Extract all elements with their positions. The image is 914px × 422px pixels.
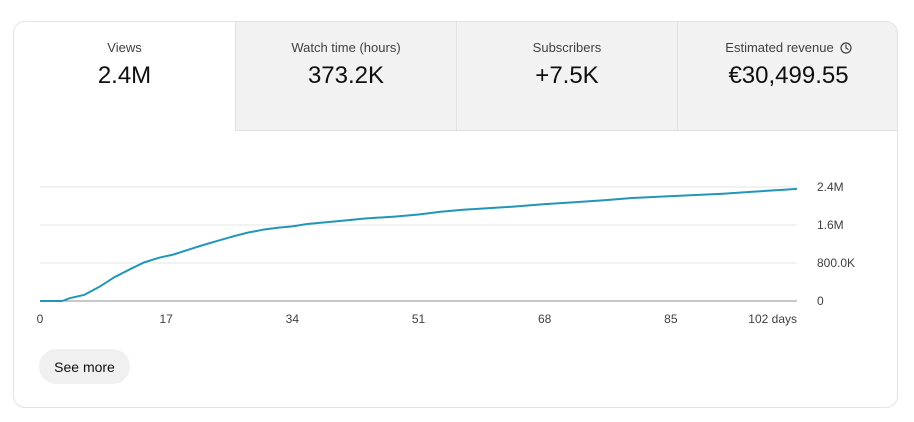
x-tick-label: 68 [538, 312, 552, 326]
views-series-line [40, 187, 798, 302]
tab-subscribers-label: Subscribers [532, 40, 602, 55]
analytics-card: Views 2.4M Watch time (hours) 373.2K Sub… [13, 21, 898, 408]
y-tick-label: 800.0K [817, 256, 855, 270]
tab-subscribers[interactable]: Subscribers +7.5K [456, 22, 677, 131]
tab-watch-time-label: Watch time (hours) [291, 40, 401, 55]
x-tick-label: 17 [159, 312, 173, 326]
tab-watch-time-value: 373.2K [307, 62, 385, 89]
tab-estimated-revenue-label-row: Estimated revenue [678, 40, 897, 55]
tab-views-label: Views [107, 40, 142, 55]
tab-estimated-revenue[interactable]: Estimated revenue €30,499.55 [677, 22, 897, 131]
x-tick-label: 51 [412, 312, 426, 326]
x-tick-label: 0 [37, 312, 44, 326]
y-tick-label: 0 [817, 294, 824, 308]
tab-estimated-revenue-value: €30,499.55 [728, 62, 849, 89]
tab-views[interactable]: Views 2.4M [14, 22, 235, 131]
x-tick-label: 85 [664, 312, 678, 326]
tab-estimated-revenue-label: Estimated revenue [725, 40, 834, 55]
metric-tabs: Views 2.4M Watch time (hours) 373.2K Sub… [14, 22, 897, 131]
clock-icon [840, 42, 852, 54]
tab-watch-time[interactable]: Watch time (hours) 373.2K [235, 22, 456, 131]
see-more-button[interactable]: See more [39, 349, 130, 384]
views-chart: 0 800.0K 1.6M 2.4M 0 17 34 51 68 85 102 days [14, 131, 897, 346]
x-tick-label: 102 days [748, 312, 797, 326]
tab-views-value: 2.4M [97, 62, 152, 89]
x-tick-label: 34 [286, 312, 300, 326]
y-tick-label: 1.6M [817, 218, 844, 232]
y-tick-label: 2.4M [817, 180, 844, 194]
views-line-chart: 0 800.0K 1.6M 2.4M 0 17 34 51 68 85 102 days [37, 180, 855, 326]
tab-subscribers-value: +7.5K [535, 62, 599, 89]
